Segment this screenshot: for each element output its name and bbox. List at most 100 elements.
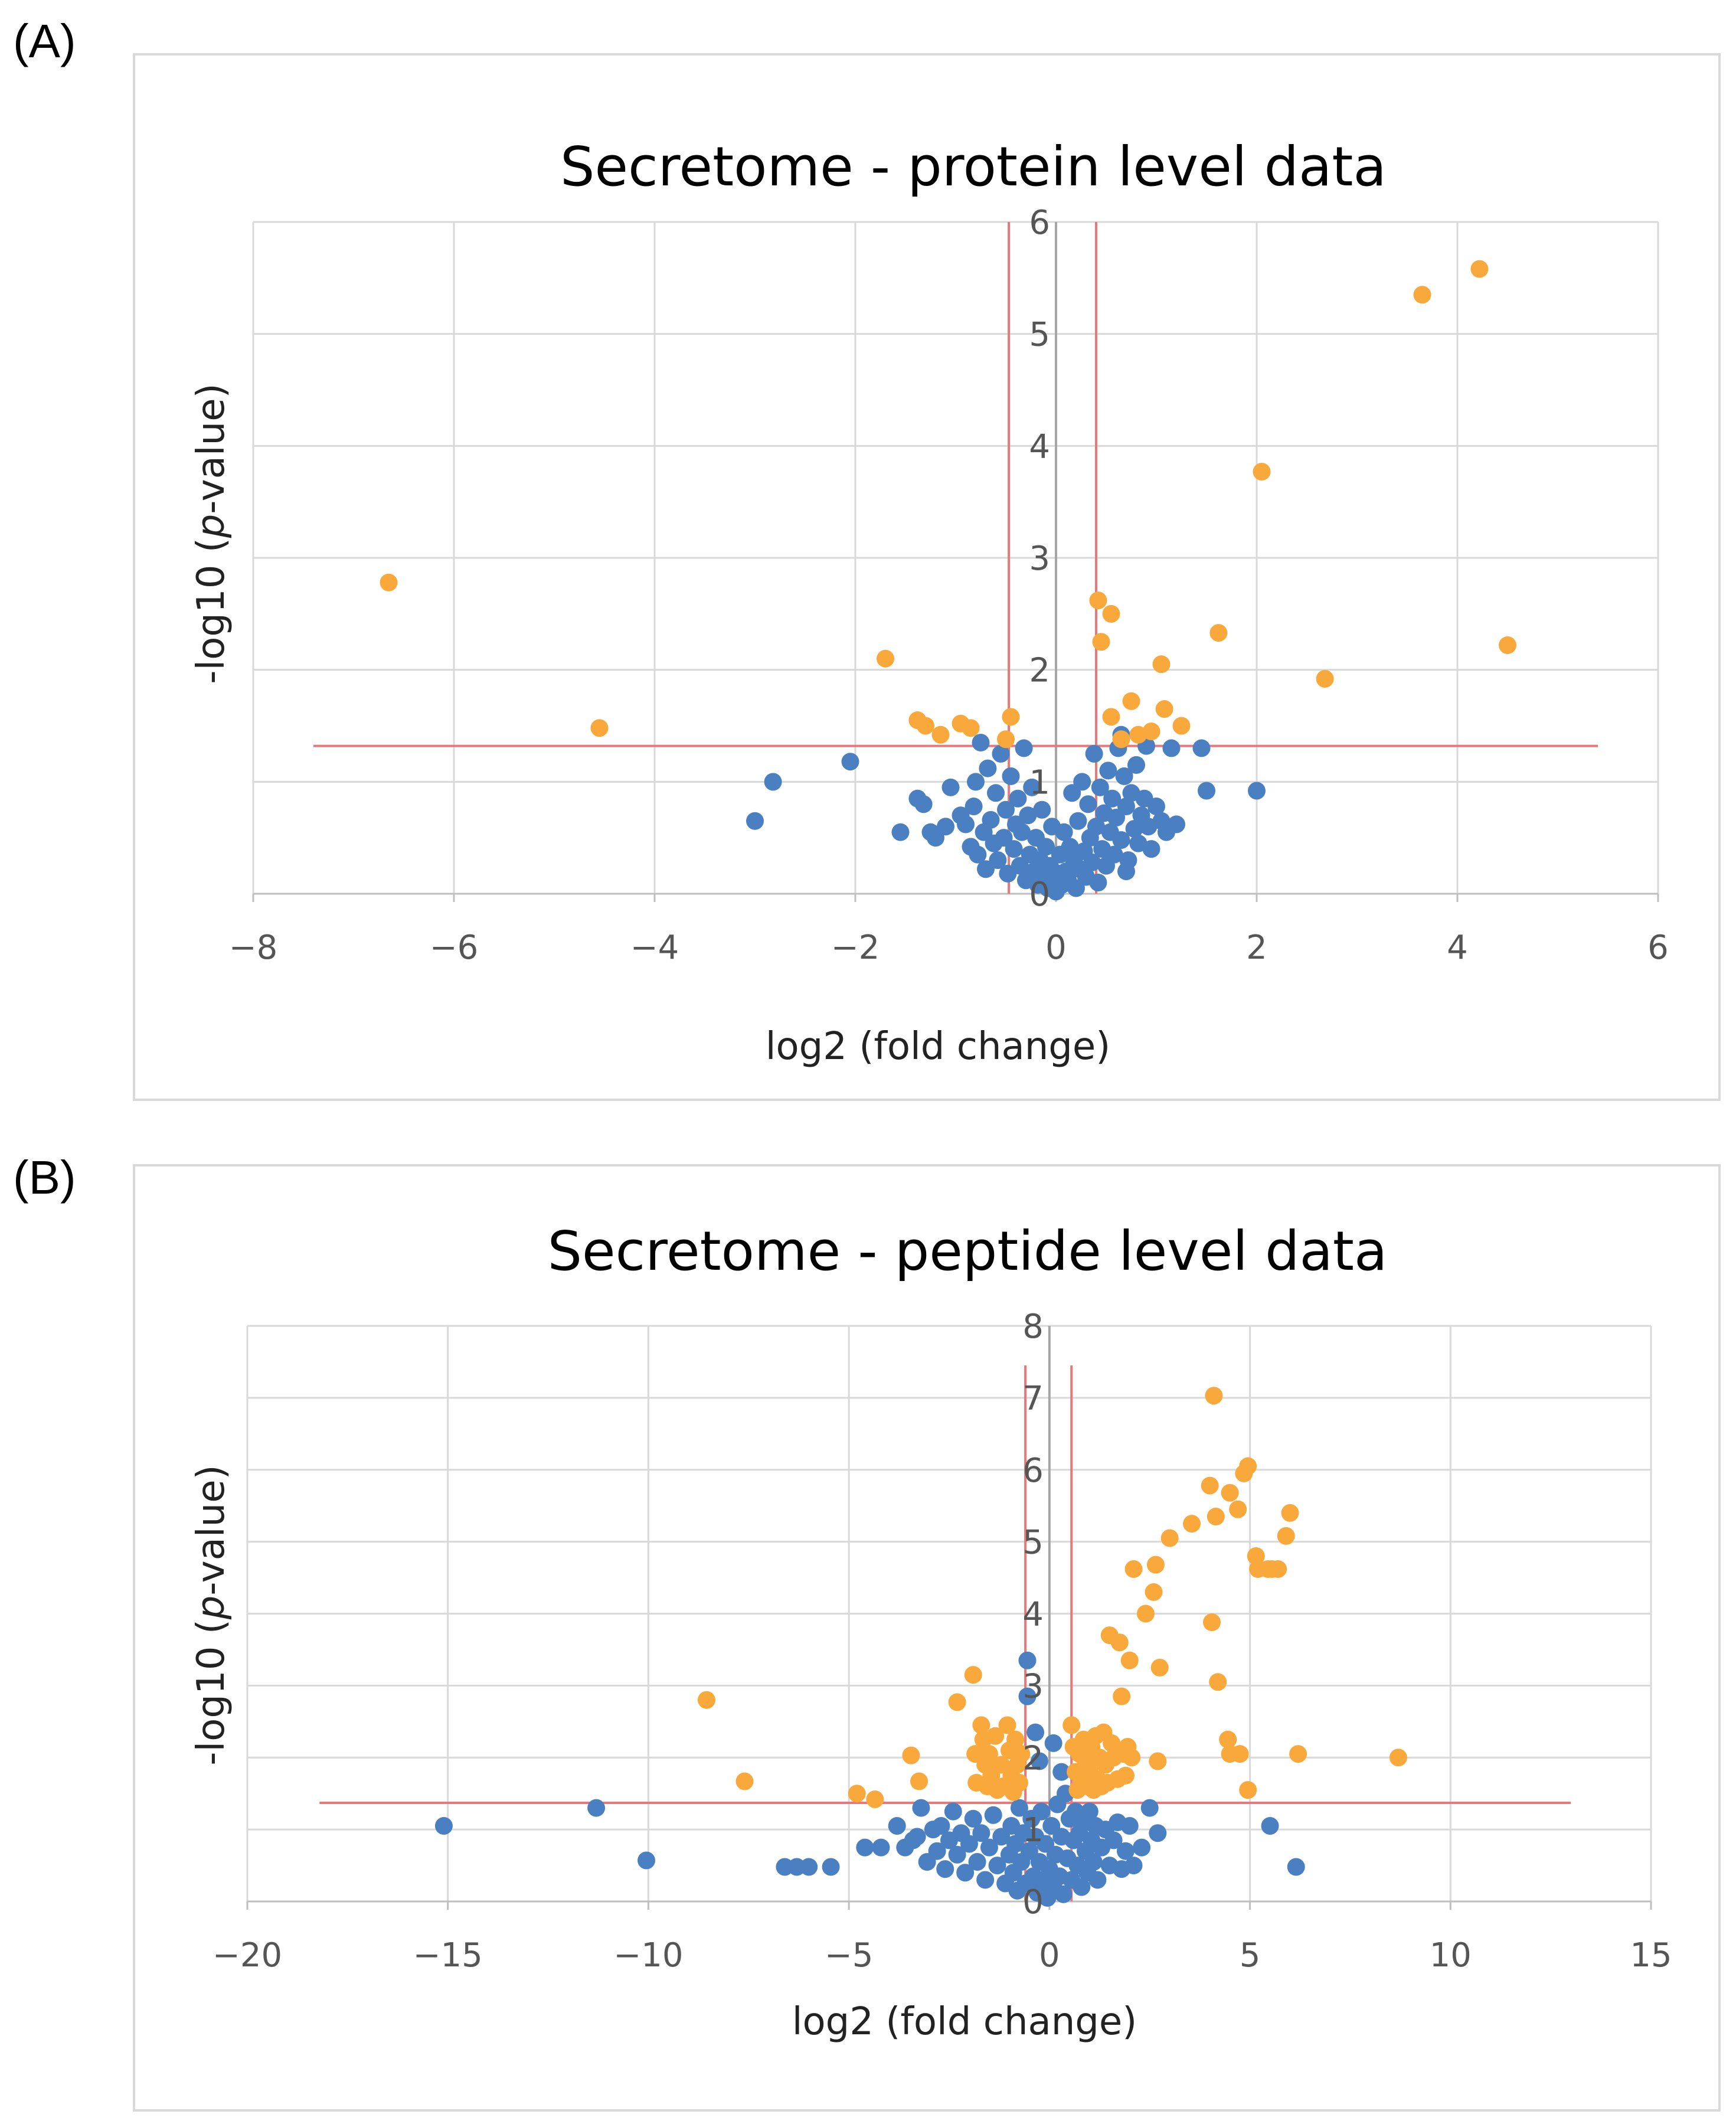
significant-point [917,717,934,735]
significant-point [1136,1605,1155,1623]
y-tick-label: 2 [1029,652,1050,690]
nonsignificant-point [1002,767,1020,785]
nonsignificant-point [1140,1799,1159,1817]
y-tick-label: 1 [1022,1811,1044,1849]
y-axis-label-italic: p [189,1596,233,1620]
nonsignificant-point [988,1857,1006,1875]
nonsignificant-point [964,1809,982,1828]
x-tick-label: 2 [1246,929,1267,967]
significant-point [1010,1773,1028,1792]
nonsignificant-point [1142,840,1160,858]
significant-point [1277,1527,1295,1545]
y-tick-label: 5 [1029,316,1050,354]
x-axis-label: log2 (fold change) [766,1025,1111,1068]
significant-point [1102,708,1120,726]
y-tick-label: 6 [1029,204,1050,242]
y-tick-label: 4 [1029,427,1050,466]
nonsignificant-point [856,1838,874,1857]
nonsignificant-point [587,1799,606,1817]
significant-point [1269,1560,1287,1578]
nonsignificant-point [941,778,960,796]
significant-point [962,719,980,737]
nonsignificant-point [1026,1723,1045,1741]
significant-point [1389,1749,1407,1767]
nonsignificant-point [1149,1824,1167,1842]
nonsignificant-point [1073,1878,1091,1896]
significant-point [1116,1766,1135,1785]
x-tick-label: 4 [1447,929,1468,967]
chart-title: Secretome - protein level data [560,135,1387,198]
significant-point [1120,1651,1139,1669]
chart-panel-a: Secretome - protein level data −8 −6 −4 −2 0 2… [133,53,1721,1101]
nonsignificant-point [1061,838,1079,856]
nonsignificant-point [969,845,987,864]
nonsignificant-point [977,860,995,878]
nonsignificant-point [972,733,990,751]
significant-point [1149,1752,1167,1770]
significant-point [1203,1613,1221,1632]
nonsignificant-point [1019,806,1037,825]
significant-point [997,730,1015,749]
nonsignificant-point [434,1817,453,1835]
x-tick-label: −2 [831,929,880,967]
nonsignificant-point [1133,1838,1151,1857]
significant-point [1160,1529,1179,1547]
nonsignificant-point [637,1851,656,1870]
nonsignificant-point [1248,782,1266,800]
significant-point [980,1745,998,1763]
nonsignificant-point [822,1858,840,1876]
x-tick-label: 10 [1430,1936,1472,1975]
nonsignificant-point [936,1860,954,1878]
significant-point [1499,636,1516,654]
nonsignificant-point [1044,1734,1062,1752]
x-tick-label: −20 [212,1936,282,1975]
nonsignificant-point [1083,853,1101,871]
nonsignificant-point [992,744,1010,763]
x-tick-label: −15 [413,1936,483,1975]
y-axis-label-italic: p [189,514,233,539]
nonsignificant-point [1127,756,1145,774]
significant-point [1102,604,1120,623]
significant-point [1281,1504,1299,1522]
significant-point [1146,1556,1165,1574]
nonsignificant-point [1030,1752,1048,1770]
y-axis-label-suffix: -value) [189,383,233,514]
significant-point [1152,655,1171,674]
significant-point [1253,462,1271,481]
x-tick-label: −6 [430,929,479,967]
nonsignificant-point [1037,838,1055,856]
nonsignificant-point [1085,744,1103,763]
nonsignificant-point [1117,862,1135,881]
nonsignificant-point [984,1806,1002,1824]
x-tick-label: 0 [1045,929,1067,967]
x-tick-label: −5 [825,1936,874,1975]
nonsignificant-point [1115,767,1133,785]
x-tick-label: −8 [229,929,278,967]
x-tick-label: −4 [630,929,679,967]
significant-point [931,726,950,744]
nonsignificant-point [980,1838,998,1857]
nonsignificant-point [982,811,1000,829]
significant-point [1205,1387,1223,1405]
significant-point [848,1785,866,1803]
panel-label-a: (A) [13,15,76,67]
significant-point [1183,1515,1201,1533]
nonsignificant-point [1091,778,1109,796]
nonsignificant-point [1168,815,1185,834]
y-tick-label: 8 [1022,1308,1044,1346]
nonsignificant-point [1261,1817,1279,1835]
nonsignificant-point [1054,1885,1073,1903]
volcano-chart-peptide: Secretome - peptide level data −20 −15 −10 −… [189,1220,1672,2044]
y-tick-label: 6 [1022,1452,1044,1490]
nonsignificant-point [764,773,782,791]
significant-point [1239,1457,1257,1475]
significant-point [1110,1633,1129,1652]
y-tick-label: 5 [1022,1524,1044,1562]
significant-point [1207,1507,1225,1525]
nonsignificant-point [1124,1857,1143,1875]
significant-point [1209,1673,1227,1691]
nonsignificant-point [965,798,983,816]
significant-point [1209,624,1228,642]
nonsignificant-point [1125,819,1143,838]
significant-point [1289,1745,1307,1763]
